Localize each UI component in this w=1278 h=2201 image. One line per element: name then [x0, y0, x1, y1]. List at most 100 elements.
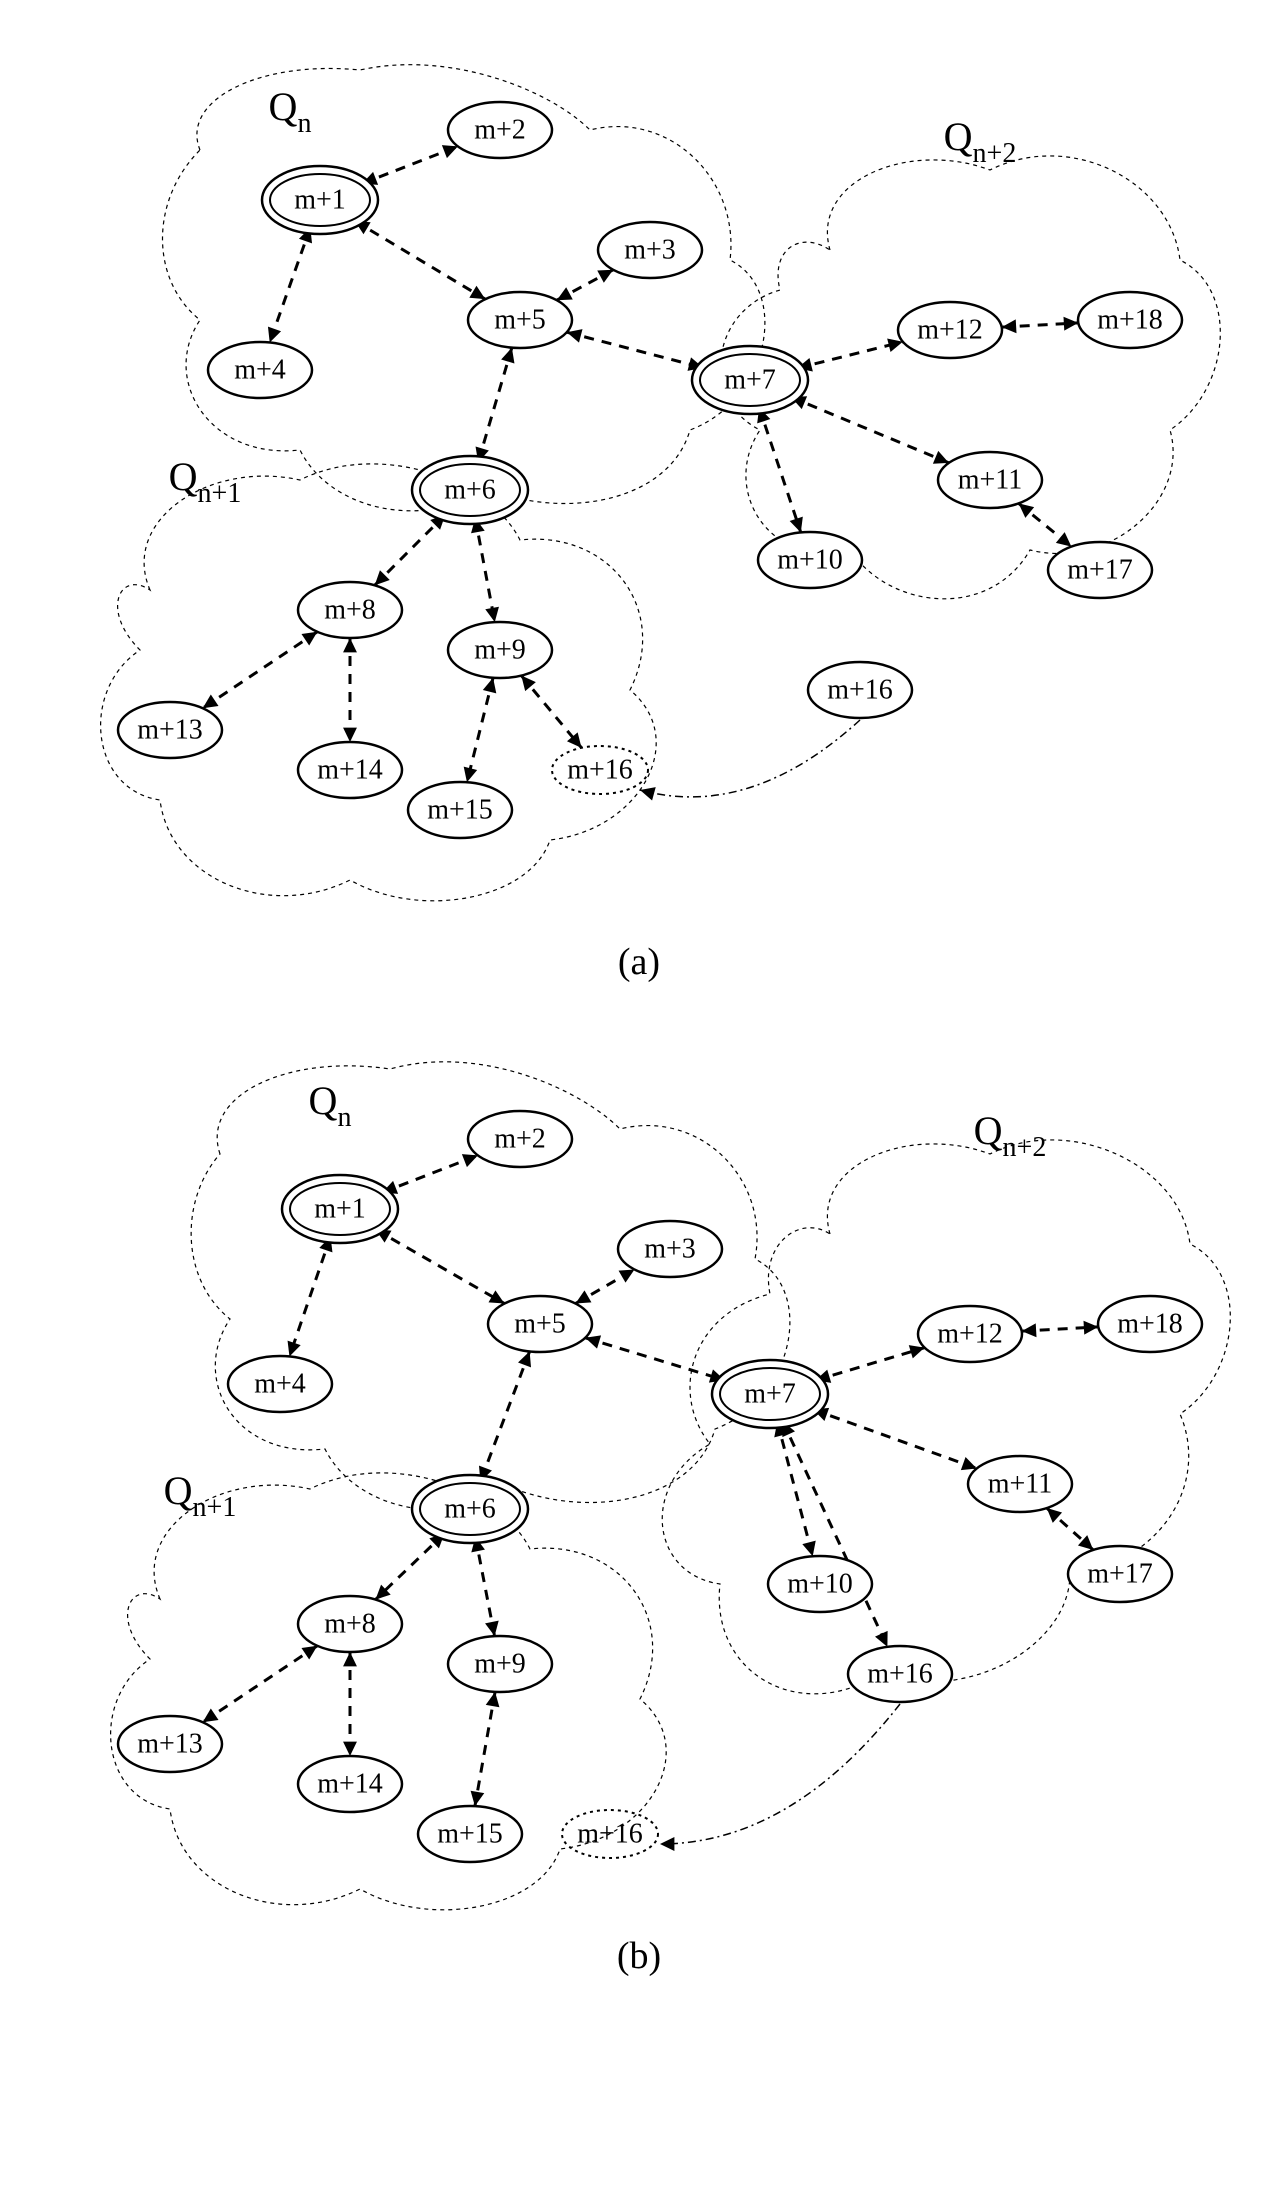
cluster-label-Qn+1: Qn+1 — [169, 454, 242, 509]
node-m13: m+13 — [118, 1716, 222, 1772]
node-label: m+15 — [437, 1819, 503, 1850]
cluster-label-Qn+1: Qn+1 — [164, 1468, 237, 1523]
node-m4: m+4 — [208, 342, 312, 398]
cluster-label-Qn+2: Qn+2 — [974, 1108, 1047, 1163]
node-label: m+10 — [777, 545, 843, 576]
node-label: m+8 — [324, 1609, 376, 1640]
diagram-b: m+1 m+2 m+3 m+4 m+5 m+6 m+7 m+8 m+9 m+10 m+11 m+12 m… — [30, 1024, 1248, 1924]
node-m4: m+4 — [228, 1356, 332, 1412]
node-label: m+6 — [444, 1494, 496, 1525]
edge — [478, 348, 512, 463]
edge — [375, 515, 446, 586]
node-m5: m+5 — [488, 1296, 592, 1352]
edge — [813, 1410, 977, 1469]
node-m8: m+8 — [298, 1596, 402, 1652]
node-m16g: m+16 — [552, 746, 648, 794]
node-label: m+8 — [324, 595, 376, 626]
edge — [362, 146, 458, 183]
node-m12: m+12 — [918, 1306, 1022, 1362]
edge — [475, 518, 495, 622]
node-label: m+16 — [827, 675, 893, 706]
node-m17: m+17 — [1048, 542, 1152, 598]
cluster-label-Qn+2: Qn+2 — [944, 114, 1017, 169]
node-m7: m+7 — [712, 1360, 828, 1428]
node-label: m+9 — [474, 1649, 526, 1680]
node-m11: m+11 — [968, 1456, 1072, 1512]
node-label: m+5 — [494, 305, 546, 336]
edge — [791, 397, 949, 463]
node-label: m+11 — [958, 465, 1023, 496]
node-label: m+11 — [988, 1469, 1053, 1500]
node-label: m+7 — [744, 1379, 796, 1410]
move-arrow — [660, 1704, 900, 1844]
edge — [203, 1646, 318, 1722]
node-label: m+5 — [514, 1309, 566, 1340]
caption-b: (b) — [30, 1934, 1248, 1978]
node-m1: m+1 — [262, 166, 378, 234]
node-m16g: m+16 — [562, 1810, 658, 1858]
node-m17: m+17 — [1068, 1546, 1172, 1602]
cluster-label-Qn: Qn — [269, 84, 312, 139]
move-arrow — [640, 720, 860, 797]
panel-a: m+1 m+2 m+3 m+4 m+5 m+6 m+7 m+8 m+9 m+10 m+11 m+12 m… — [30, 30, 1248, 984]
node-label: m+17 — [1087, 1559, 1153, 1590]
node-label: m+7 — [724, 365, 776, 396]
edge — [289, 1237, 330, 1357]
edge — [797, 342, 903, 368]
node-label: m+3 — [624, 235, 676, 266]
edge — [376, 1229, 505, 1303]
node-m16: m+16 — [848, 1646, 952, 1702]
node-label: m+15 — [427, 795, 493, 826]
node-m1: m+1 — [282, 1175, 398, 1243]
node-m6: m+6 — [412, 456, 528, 524]
node-m16: m+16 — [808, 662, 912, 718]
node-label: m+4 — [234, 355, 286, 386]
node-label: m+3 — [644, 1234, 696, 1265]
node-m14: m+14 — [298, 742, 402, 798]
edge — [567, 332, 703, 368]
node-label: m+14 — [317, 1769, 383, 1800]
node-m9: m+9 — [448, 622, 552, 678]
node-label: m+2 — [474, 115, 526, 146]
node-m6: m+6 — [412, 1475, 528, 1543]
edge — [475, 1537, 494, 1636]
node-m2: m+2 — [468, 1111, 572, 1167]
node-m18: m+18 — [1098, 1296, 1202, 1352]
node-m7: m+7 — [692, 346, 808, 414]
edge — [585, 1338, 724, 1380]
node-m3: m+3 — [618, 1221, 722, 1277]
nodes: m+1 m+2 m+3 m+4 m+5 m+6 m+7 m+8 m+9 m+10 m+11 m+12 m… — [118, 1111, 1202, 1862]
node-label: m+12 — [937, 1319, 1003, 1350]
node-label: m+1 — [294, 185, 346, 216]
node-m2: m+2 — [448, 102, 552, 158]
node-label: m+12 — [917, 315, 983, 346]
edge — [475, 1692, 495, 1806]
figure: m+1 m+2 m+3 m+4 m+5 m+6 m+7 m+8 m+9 m+10 m+11 m+12 m… — [30, 30, 1248, 1978]
caption-a: (a) — [30, 940, 1248, 984]
node-label: m+9 — [474, 635, 526, 666]
node-label: m+16 — [567, 755, 633, 786]
node-m11: m+11 — [938, 452, 1042, 508]
edge — [203, 632, 318, 708]
edge — [382, 1155, 478, 1192]
node-m12: m+12 — [898, 302, 1002, 358]
diagram-a: m+1 m+2 m+3 m+4 m+5 m+6 m+7 m+8 m+9 m+10 m+11 m+12 m… — [30, 30, 1248, 930]
edge — [467, 678, 493, 783]
node-label: m+18 — [1117, 1309, 1183, 1340]
node-label: m+2 — [494, 1124, 546, 1155]
node-m14: m+14 — [298, 1756, 402, 1812]
nodes: m+1 m+2 m+3 m+4 m+5 m+6 m+7 m+8 m+9 m+10 m+11 m+12 m… — [118, 102, 1182, 838]
node-m5: m+5 — [468, 292, 572, 348]
edge — [270, 228, 311, 343]
node-label: m+18 — [1097, 305, 1163, 336]
node-label: m+14 — [317, 755, 383, 786]
node-label: m+6 — [444, 475, 496, 506]
edge — [480, 1351, 529, 1481]
edge — [783, 1421, 888, 1647]
edge — [355, 221, 486, 299]
cluster-Qn+1 — [101, 464, 657, 901]
node-m8: m+8 — [298, 582, 402, 638]
node-label: m+10 — [787, 1569, 853, 1600]
node-m3: m+3 — [598, 222, 702, 278]
edge — [759, 408, 801, 533]
